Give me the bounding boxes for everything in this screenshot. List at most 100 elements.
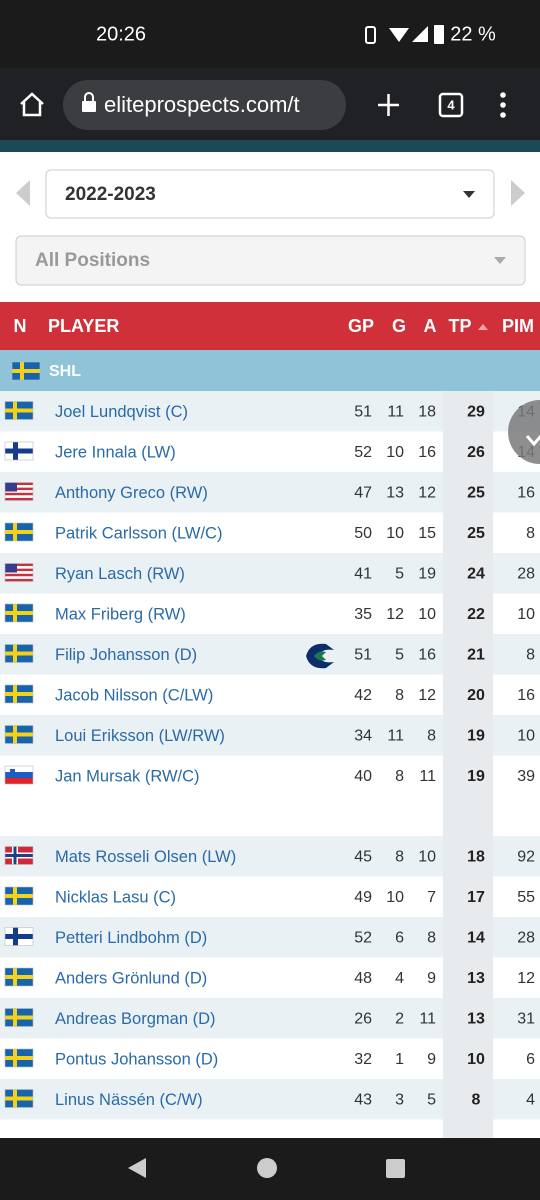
stat-tp: 25 [467,485,485,502]
stat-gp: 45 [354,849,372,866]
player-link[interactable]: Anthony Greco (RW) [55,484,208,502]
stat-g: 11 [387,728,404,745]
flag [4,886,34,906]
stat-tp: 17 [467,889,485,906]
player-link[interactable]: Jan Mursak (RW/C) [55,767,200,785]
flag-part [5,530,33,534]
season-select[interactable] [45,169,495,219]
flag-border [4,967,34,987]
stat-g: 2 [395,1011,404,1028]
table-header [0,302,540,350]
stat-tp: 25 [467,525,485,542]
flag-part [5,487,33,491]
stat-gp: 51 [354,404,372,421]
column-header: PLAYER [48,316,119,336]
player-link[interactable]: Ryan Lasch (RW) [55,565,185,583]
stat-a: 16 [418,444,436,461]
stat-g: 5 [395,647,404,664]
row-background [0,593,443,634]
flag-part [5,975,33,979]
next-season[interactable] [511,180,525,206]
player-link[interactable]: Filip Johansson (D) [55,646,197,664]
stat-gp: 26 [354,1011,372,1028]
row-background [493,674,540,715]
stat-gp: 35 [354,606,372,623]
nav-back[interactable] [128,1158,146,1178]
stat-tp: 14 [467,930,485,947]
tabs-button[interactable] [438,92,464,118]
flag-part [5,1096,33,1101]
stat-pim: 92 [517,849,535,866]
player-link[interactable]: Anders Grönlund (D) [55,969,207,987]
stat-tp: 22 [467,606,485,623]
scroll-button[interactable] [508,400,540,464]
player-link[interactable]: Linus Nässén (C/W) [55,1091,203,1109]
positions-select[interactable] [15,235,526,286]
row-background [493,472,540,513]
player-link[interactable]: Andreas Borgman (D) [55,1010,215,1028]
battery-level: 22 % [450,23,496,45]
flag [4,846,34,865]
stat-gp: 52 [354,930,372,947]
stat-tp: 21 [467,647,485,664]
player-row: Linus Nässén (C/W) 43 3 5 8 4 [0,1079,540,1120]
flag-part [5,611,33,615]
nav-recents[interactable] [386,1159,405,1178]
column-header: A [424,316,437,336]
player-link[interactable]: Patrik Carlsson (LW/C) [55,524,222,542]
flag-border [4,401,34,420]
flag-part [5,490,33,493]
stat-a: 9 [427,970,436,987]
stat-tp: 20 [467,687,485,704]
flag-part [5,578,33,582]
flag-border [4,886,34,906]
table-body: Joel Lundqvist (C)5111182914Jere Innala … [0,391,540,1120]
stat-pim: 10 [517,606,535,623]
url-clip: eliteprospects.com/t [104,92,300,117]
stat-pim: 8 [526,647,535,664]
row-background [0,431,443,472]
new-tab-button[interactable] [378,94,399,116]
player-link[interactable]: Max Friberg (RW) [55,605,186,623]
player-link[interactable]: Mats Rosseli Olsen (LW) [55,848,236,866]
player-link[interactable]: Petteri Lindbohm (D) [55,929,207,947]
row-background [0,957,443,998]
stat-g: 8 [395,687,404,704]
flag [4,603,34,623]
stat-gp: 52 [354,444,372,461]
flag-part [5,576,33,579]
home-button[interactable] [20,92,44,117]
stat-g: 13 [386,485,404,502]
row-background [493,512,540,553]
row-background [493,957,540,998]
stat-pim: 8 [526,525,535,542]
flag [4,441,34,461]
flag [4,644,34,663]
player-link[interactable]: Joel Lundqvist (C) [55,403,188,421]
site-header-strip [0,140,540,152]
prev-season[interactable] [16,180,30,206]
row-background [0,998,443,1039]
stat-tp: 13 [467,1011,485,1028]
logo-shape [306,643,334,669]
player-link[interactable]: Jere Innala (LW) [55,443,176,461]
flag-border [4,1048,34,1068]
flag-part [5,495,33,498]
player-link[interactable]: Loui Eriksson (LW/RW) [55,727,225,745]
stat-gp: 50 [354,525,372,542]
row-background [0,634,443,675]
menu-button[interactable] [500,92,506,118]
flag [4,522,34,542]
tp-column-shade [443,391,493,1138]
player-link[interactable]: Nicklas Lasu (C) [55,888,176,906]
stat-a: 12 [418,485,436,502]
stat-g: 10 [386,444,404,461]
address-bar[interactable] [63,80,346,130]
flag [11,361,41,381]
player-link[interactable]: Jacob Nilsson (C/LW) [55,686,213,704]
flag-part [5,732,33,737]
nav-home[interactable] [257,1158,277,1178]
status-time: 20:26 [96,23,146,45]
player-link[interactable]: Pontus Johansson (D) [55,1050,218,1068]
